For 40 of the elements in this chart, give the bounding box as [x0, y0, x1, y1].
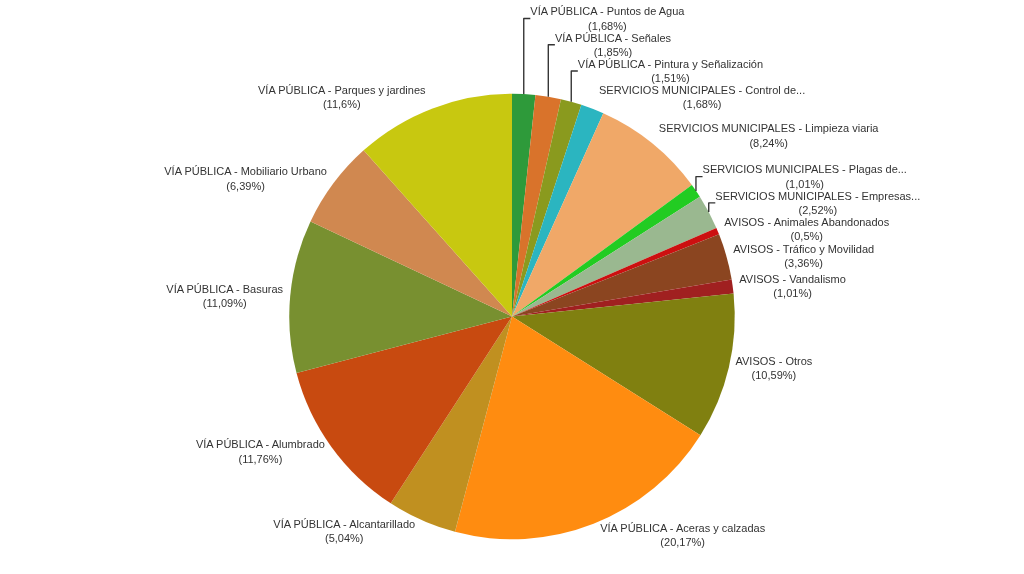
data-label: (3,36%) — [784, 256, 823, 269]
slice-label: VÍA PÚBLICA - Alumbrado — [195, 438, 325, 451]
slice-label: AVISOS - Tráfico y Movilidad — [733, 242, 875, 255]
data-label: (1,51%) — [651, 72, 690, 85]
slice-label: VÍA PÚBLICA - Puntos de Agua — [530, 5, 686, 18]
slice-label: SERVICIOS MUNICIPALES - Empresas... — [715, 189, 921, 202]
data-label: (1,01%) — [785, 177, 824, 190]
data-label: (11,09%) — [202, 297, 247, 310]
data-label: (8,24%) — [749, 136, 788, 149]
pie-slice — [512, 99, 582, 317]
slice-label: VÍA PÚBLICA - Mobiliario Urbano — [164, 165, 327, 178]
data-label: (11,76%) — [238, 452, 283, 465]
slice-label: SERVICIOS MUNICIPALES - Control de... — [599, 84, 806, 97]
slice-label: VÍA PÚBLICA - Pintura y Señalización — [577, 57, 764, 70]
data-label: (11,6%) — [322, 98, 361, 111]
slice-label: SERVICIOS MUNICIPALES - Limpieza viaria — [658, 122, 880, 135]
pie-slice — [512, 94, 561, 317]
data-label: (2,52%) — [798, 204, 838, 217]
slice-label: VÍA PÚBLICA - Parques y jardines — [258, 83, 427, 96]
slice-label: AVISOS - Animales Abandonados — [724, 216, 890, 229]
slice-label: AVISOS - Otros — [735, 354, 813, 367]
data-label: (20,17%) — [660, 536, 705, 549]
data-label: (1,68%) — [682, 98, 722, 111]
data-label: (1,85%) — [593, 45, 633, 58]
slice-label: VÍA PÚBLICA - Alcantarillado — [273, 517, 416, 530]
data-label: (0,5%) — [790, 230, 823, 243]
data-label: (6,39%) — [226, 179, 265, 192]
data-label: (1,01%) — [773, 287, 812, 300]
slice-label: VÍA PÚBLICA - Basuras — [166, 282, 284, 295]
pie-slice — [512, 196, 717, 317]
data-label: (10,59%) — [751, 369, 797, 382]
data-label: (5,04%) — [324, 532, 364, 545]
data-label: (1,68%) — [588, 19, 627, 32]
slice-label: SERVICIOS MUNICIPALES - Plagas de... — [702, 163, 907, 176]
pie-slice — [512, 185, 700, 317]
slice-label: VÍA PÚBLICA - Aceras y calzadas — [600, 522, 766, 535]
slice-label: VÍA PÚBLICA - Señales — [554, 31, 672, 44]
pie-slice — [289, 221, 512, 373]
slice-label: AVISOS - Vandalismo — [739, 273, 846, 286]
pie-slice — [512, 293, 735, 436]
